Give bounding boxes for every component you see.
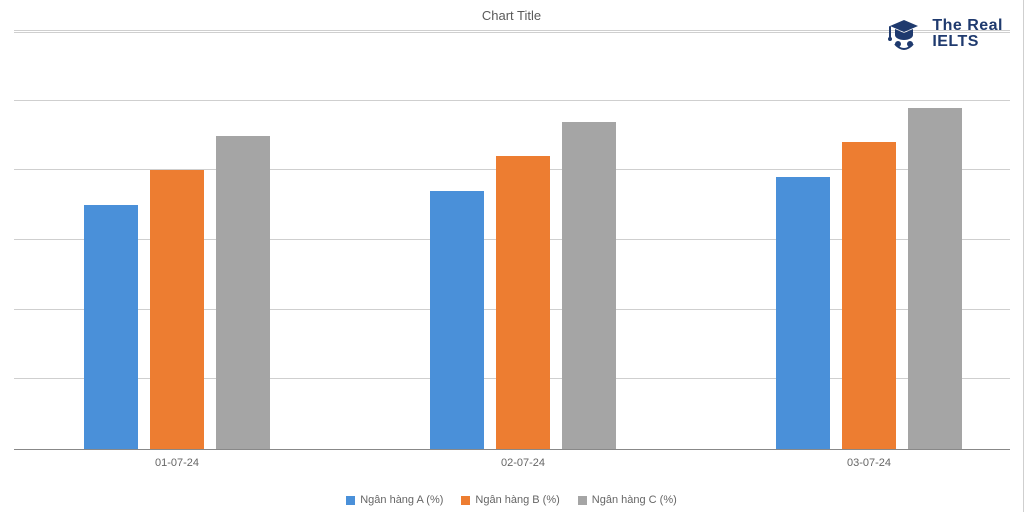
legend-label: Ngân hàng C (%): [592, 494, 677, 506]
chart-title: Chart Title: [0, 8, 1023, 23]
bar: [216, 136, 270, 450]
graduation-cap-icon: [884, 14, 924, 54]
logo-text-line1: The Real: [932, 18, 1003, 34]
plot-area: [14, 32, 1010, 450]
bar: [562, 122, 616, 449]
brand-logo: The Real IELTS: [884, 14, 1003, 54]
legend-swatch: [461, 496, 470, 505]
legend-label: Ngân hàng A (%): [360, 494, 443, 506]
bar: [496, 156, 550, 449]
x-axis-label: 03-07-24: [847, 457, 891, 469]
legend-item: Ngân hàng A (%): [346, 494, 443, 506]
bar: [842, 142, 896, 449]
legend-item: Ngân hàng B (%): [461, 494, 559, 506]
gridline: [14, 100, 1010, 101]
bar: [84, 205, 138, 449]
bar: [776, 177, 830, 449]
legend-item: Ngân hàng C (%): [578, 494, 677, 506]
x-axis: 01-07-24 02-07-24 03-07-24: [14, 455, 1010, 477]
bar: [150, 170, 204, 449]
logo-text-line2: IELTS: [932, 34, 1003, 50]
bar: [908, 108, 962, 449]
legend-label: Ngân hàng B (%): [475, 494, 559, 506]
legend: Ngân hàng A (%) Ngân hàng B (%) Ngân hàng …: [0, 494, 1023, 506]
x-axis-label: 02-07-24: [501, 457, 545, 469]
gridline: [14, 30, 1010, 31]
bar-chart: Chart Title 01-07-24 02-07-24 03-07-24 Ngâ…: [0, 0, 1024, 512]
legend-swatch: [346, 496, 355, 505]
legend-swatch: [578, 496, 587, 505]
bar: [430, 191, 484, 449]
x-axis-label: 01-07-24: [155, 457, 199, 469]
